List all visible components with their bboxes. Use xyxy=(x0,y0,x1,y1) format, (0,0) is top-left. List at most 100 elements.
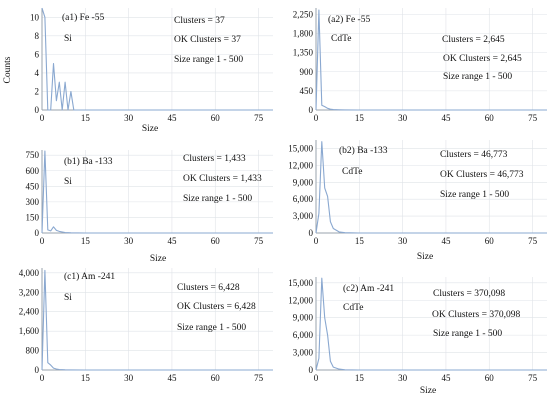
y-tick-label: 2,250 xyxy=(293,9,314,19)
annotation-ok-clusters: OK Clusters = 37 xyxy=(174,35,241,45)
y-tick-label: 600 xyxy=(26,166,40,176)
annotation-clusters: Clusters = 1,433 xyxy=(183,154,246,164)
annotation-ok-clusters: OK Clusters = 1,433 xyxy=(183,174,262,184)
x-tick-label: 60 xyxy=(485,236,495,246)
series-line-c2 xyxy=(315,277,547,371)
annotation-material: CdTe xyxy=(331,34,351,44)
y-tick-label: 15,000 xyxy=(288,143,313,153)
x-tick-label: 45 xyxy=(167,113,177,123)
y-tick-label: 10 xyxy=(30,12,40,22)
x-tick-label: 0 xyxy=(314,113,319,123)
y-tick-label: 12,000 xyxy=(288,295,313,305)
y-tick-label: 2 xyxy=(35,86,40,96)
panel-c1: 0 800 1,600 2,400 3,200 4,000 0 15 30 45 60 75 (c1) … xyxy=(19,268,273,383)
annotation-material: Si xyxy=(64,293,72,303)
y-tick-label: 6,000 xyxy=(293,194,314,204)
x-tick-label: 45 xyxy=(441,236,451,246)
x-tick-label: 0 xyxy=(40,236,45,246)
y-tick-label: 750 xyxy=(26,150,40,160)
panel-a2: 0 450 900 1,350 1,800 2,250 0 15 30 45 60 75 (a2) Fe… xyxy=(293,8,547,123)
y-tick-label: 900 xyxy=(300,67,314,77)
y-tick-label: 0 xyxy=(35,228,40,238)
annotation-ok-clusters: OK Clusters = 46,773 xyxy=(440,170,524,180)
y-tick-label: 4,000 xyxy=(19,268,40,278)
y-tick-label: 1,600 xyxy=(19,326,40,336)
annotation-size-range: Size range 1 - 500 xyxy=(174,55,243,65)
x-tick-label: 30 xyxy=(124,113,134,123)
annotation-ok-clusters: OK Clusters = 6,428 xyxy=(177,302,256,312)
annotation-source: (a1) Fe -55 xyxy=(62,12,104,23)
panel-b2: 0 3,000 6,000 9,000 12,000 15,000 0 15 30 45 60 75 S… xyxy=(288,140,547,262)
y-tick-label: 6 xyxy=(35,49,40,59)
y-tick-label: 2,400 xyxy=(19,307,40,317)
x-tick-label: 0 xyxy=(40,373,45,383)
x-tick-label: 15 xyxy=(81,113,91,123)
y-tick-label: 3,200 xyxy=(19,287,40,297)
y-tick-label: 1,800 xyxy=(293,29,314,39)
series-line-a2 xyxy=(315,9,547,111)
series-line-c1 xyxy=(41,269,273,371)
y-tick-label: 0 xyxy=(309,105,314,115)
x-tick-label: 60 xyxy=(485,373,495,383)
y-tick-label: 9,000 xyxy=(293,313,314,323)
x-tick-label: 0 xyxy=(40,113,45,123)
annotation-material: Si xyxy=(64,34,72,44)
x-tick-label: 45 xyxy=(441,113,451,123)
y-tick-label: 9,000 xyxy=(293,177,314,187)
annotation-size-range: Size range 1 - 500 xyxy=(177,323,246,333)
y-tick-label: 0 xyxy=(309,365,314,375)
x-tick-label: 30 xyxy=(398,113,408,123)
y-tick-label: 0 xyxy=(35,365,40,375)
x-axis-label: Size xyxy=(142,124,158,134)
y-tick-label: 6,000 xyxy=(293,330,314,340)
annotation-clusters: Clusters = 6,428 xyxy=(177,283,240,293)
x-tick-label: 15 xyxy=(355,113,365,123)
x-tick-label: 45 xyxy=(167,236,177,246)
x-tick-label: 60 xyxy=(211,236,221,246)
annotation-material: CdTe xyxy=(343,303,363,313)
x-tick-label: 15 xyxy=(81,373,91,383)
y-tick-label: 8 xyxy=(35,31,40,41)
x-tick-label: 75 xyxy=(528,373,538,383)
x-tick-label: 60 xyxy=(211,373,221,383)
y-tick-label: 150 xyxy=(26,212,40,222)
annotation-source: (b1) Ba -133 xyxy=(64,156,113,167)
panel-c2: 0 3,000 6,000 9,000 12,000 15,000 0 15 30 45 60 75 S… xyxy=(288,277,547,396)
x-axis-label: Size xyxy=(417,252,433,262)
annotation-size-range: Size range 1 - 500 xyxy=(433,329,502,339)
x-tick-label: 0 xyxy=(314,373,319,383)
annotation-source: (c1) Am -241 xyxy=(64,271,115,282)
x-tick-label: 30 xyxy=(124,236,134,246)
series-line-b2 xyxy=(315,141,547,234)
x-axis-label: Size xyxy=(150,254,166,264)
y-tick-label: 450 xyxy=(26,181,40,191)
x-axis-label: Size xyxy=(420,386,436,396)
annotation-clusters: Clusters = 37 xyxy=(174,16,225,26)
annotation-ok-clusters: OK Clusters = 2,645 xyxy=(443,54,522,64)
x-tick-label: 60 xyxy=(485,113,495,123)
x-tick-label: 75 xyxy=(254,236,264,246)
x-tick-label: 30 xyxy=(398,373,408,383)
y-tick-label: 3,000 xyxy=(293,348,314,358)
y-tick-label: 12,000 xyxy=(288,160,313,170)
y-tick-label: 0 xyxy=(309,228,314,238)
y-tick-label: 4 xyxy=(35,68,40,78)
annotation-source: (a2) Fe -55 xyxy=(328,14,370,25)
x-tick-label: 15 xyxy=(355,373,365,383)
y-tick-label: 450 xyxy=(300,86,314,96)
series-line-a1 xyxy=(41,7,273,111)
y-tick-label: 800 xyxy=(26,346,40,356)
annotation-material: Si xyxy=(64,177,72,187)
annotation-source: (c2) Am -241 xyxy=(343,283,394,294)
x-tick-label: 15 xyxy=(81,236,91,246)
x-tick-label: 75 xyxy=(254,373,264,383)
x-tick-label: 60 xyxy=(211,113,221,123)
annotation-clusters: Clusters = 2,645 xyxy=(442,35,505,45)
x-tick-label: 15 xyxy=(355,236,365,246)
y-tick-label: 15,000 xyxy=(288,278,313,288)
panel-a1: 0 2 4 6 8 10 0 15 30 45 60 75 Counts Size (a1) Fe -55 S… xyxy=(3,7,273,134)
annotation-material: CdTe xyxy=(342,167,362,177)
y-tick-label: 0 xyxy=(35,105,40,115)
x-tick-label: 30 xyxy=(398,236,408,246)
